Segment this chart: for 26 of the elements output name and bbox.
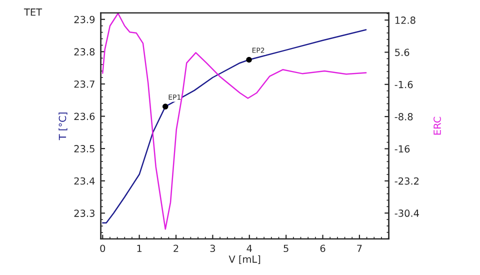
x-tick-label: 0 [100,244,106,252]
y2-tick-label: -1.6 [394,80,413,88]
x-tick-label: 4 [246,244,252,252]
y-tick-label: 23.5 [74,145,94,152]
y-tick-label: 23.3 [74,210,94,217]
y-axis-title: T [°C] [58,112,68,140]
y2-tick-label: -8.8 [394,113,413,120]
x-tick-label: 1 [137,244,142,252]
y2-tick-label: 5.6 [395,48,410,56]
y2-tick-label: 12.8 [395,16,416,24]
y-tick-label: 23.6 [74,112,95,120]
y2-tick-label: -23.2 [394,177,419,185]
y-tick-label: 23.8 [74,48,95,56]
x-tick-label: 3 [210,244,216,252]
y2-tick-label: -30.4 [394,210,419,217]
y2-tick-label: -16 [394,145,410,153]
y-tick-label: 23.7 [74,80,94,88]
x-tick-label: 5 [284,244,288,252]
x-axis-title: V [mL] [228,255,260,264]
x-tick-label: 6 [320,244,326,252]
x-tick-label: 7 [357,244,362,252]
y-tick-label: 23.4 [74,177,95,185]
y-tick-label: 23.9 [74,16,95,24]
chart-title: TET [24,8,42,16]
x-tick-label: 2 [174,244,178,252]
y2-axis-title: ERC [434,116,441,135]
